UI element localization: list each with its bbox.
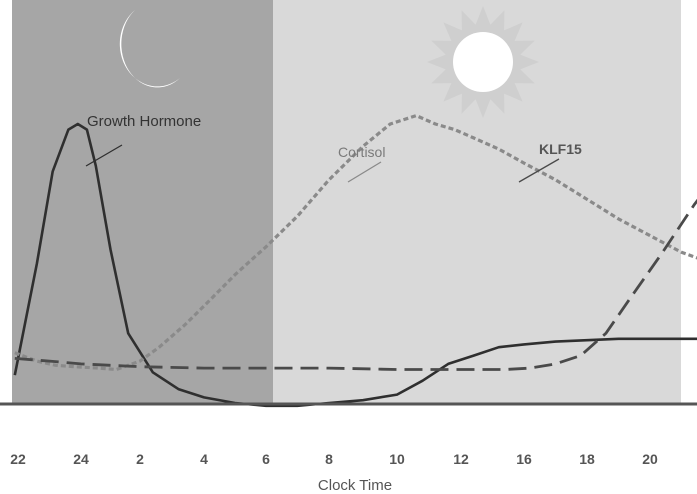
- growth-hormone-leader: [85, 144, 123, 167]
- x-tick-label: 6: [262, 451, 270, 467]
- klf15-line: [14, 198, 697, 371]
- sun-icon: [427, 6, 539, 118]
- x-tick-label: 4: [200, 451, 208, 467]
- night-band: [12, 0, 273, 403]
- x-tick-label: 2: [136, 451, 144, 467]
- x-axis-title: Clock Time: [318, 477, 392, 494]
- x-tick-label: 24: [73, 451, 89, 467]
- x-tick-label: 12: [453, 451, 469, 467]
- x-tick-label: 8: [325, 451, 333, 467]
- time-bands: [12, 0, 681, 403]
- x-tick-label: 22: [10, 451, 26, 467]
- x-tick-label: 20: [642, 451, 658, 467]
- series-labels: Growth Hormone Cortisol KLF15: [87, 113, 582, 160]
- label-leaders: [85, 144, 560, 183]
- growth-hormone-label: Growth Hormone: [87, 113, 201, 130]
- klf15-leader: [518, 158, 560, 183]
- cortisol-label: Cortisol: [338, 144, 385, 160]
- cortisol-leader: [347, 161, 382, 183]
- cortisol-line: [14, 114, 697, 372]
- x-tick-label: 10: [389, 451, 405, 467]
- klf15-label: KLF15: [539, 141, 582, 157]
- x-tick-label: 18: [579, 451, 595, 467]
- x-tick-label: 16: [516, 451, 532, 467]
- growth-hormone-line: [13, 122, 697, 408]
- x-tick-labels: 22 24 2 4 6 8 10 12 16 18 20: [10, 451, 658, 467]
- period-icons: [119, 6, 539, 118]
- series-lines: [13, 114, 697, 408]
